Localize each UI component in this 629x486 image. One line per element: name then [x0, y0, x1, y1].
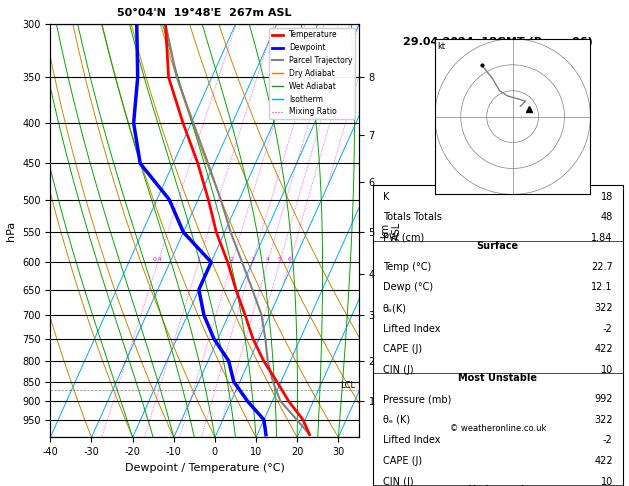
- Text: Hodograph: Hodograph: [467, 485, 528, 486]
- Text: 29.04.2024  18GMT (Base: 06): 29.04.2024 18GMT (Base: 06): [403, 37, 593, 47]
- Text: CAPE (J): CAPE (J): [383, 456, 422, 466]
- Text: -2: -2: [603, 435, 613, 445]
- Text: 10: 10: [601, 365, 613, 375]
- Text: 322: 322: [594, 415, 613, 425]
- Text: Lifted Index: Lifted Index: [383, 324, 440, 334]
- Text: Most Unstable: Most Unstable: [459, 373, 537, 383]
- Text: Surface: Surface: [477, 241, 519, 251]
- Text: © weatheronline.co.uk: © weatheronline.co.uk: [450, 424, 546, 434]
- Text: Lifted Index: Lifted Index: [383, 435, 440, 445]
- Text: 0.4: 0.4: [153, 257, 163, 262]
- Text: kt: kt: [437, 42, 445, 51]
- Text: 10: 10: [601, 477, 613, 486]
- Text: PW (cm): PW (cm): [383, 233, 424, 243]
- Text: CAPE (J): CAPE (J): [383, 345, 422, 354]
- Y-axis label: km
ASL: km ASL: [381, 222, 402, 240]
- Text: Pressure (mb): Pressure (mb): [383, 394, 451, 404]
- Text: 5: 5: [278, 257, 282, 262]
- Text: 992: 992: [594, 394, 613, 404]
- Text: 422: 422: [594, 345, 613, 354]
- Legend: Temperature, Dewpoint, Parcel Trajectory, Dry Adiabat, Wet Adiabat, Isotherm, Mi: Temperature, Dewpoint, Parcel Trajectory…: [269, 28, 355, 119]
- Text: 322: 322: [594, 303, 613, 313]
- Text: K: K: [383, 191, 389, 202]
- Text: 22.7: 22.7: [591, 262, 613, 272]
- Text: 6: 6: [288, 257, 292, 262]
- Text: Totals Totals: Totals Totals: [383, 212, 442, 222]
- Text: Dewp (°C): Dewp (°C): [383, 282, 433, 293]
- Text: CIN (J): CIN (J): [383, 365, 413, 375]
- Text: 18: 18: [601, 191, 613, 202]
- Text: 4: 4: [265, 257, 270, 262]
- Text: 1: 1: [197, 257, 201, 262]
- Text: -2: -2: [603, 324, 613, 334]
- Text: 2: 2: [230, 257, 234, 262]
- Text: θₑ (K): θₑ (K): [383, 415, 410, 425]
- Y-axis label: hPa: hPa: [6, 221, 16, 241]
- Text: LCL: LCL: [340, 381, 355, 390]
- Text: Temp (°C): Temp (°C): [383, 262, 431, 272]
- Text: 3: 3: [250, 257, 255, 262]
- Text: 422: 422: [594, 456, 613, 466]
- X-axis label: Dewpoint / Temperature (°C): Dewpoint / Temperature (°C): [125, 463, 284, 473]
- Text: 48: 48: [601, 212, 613, 222]
- Text: 12.1: 12.1: [591, 282, 613, 293]
- Title: 50°04'N  19°48'E  267m ASL: 50°04'N 19°48'E 267m ASL: [118, 8, 292, 18]
- Text: CIN (J): CIN (J): [383, 477, 413, 486]
- Text: 1.84: 1.84: [591, 233, 613, 243]
- Text: θₑ(K): θₑ(K): [383, 303, 407, 313]
